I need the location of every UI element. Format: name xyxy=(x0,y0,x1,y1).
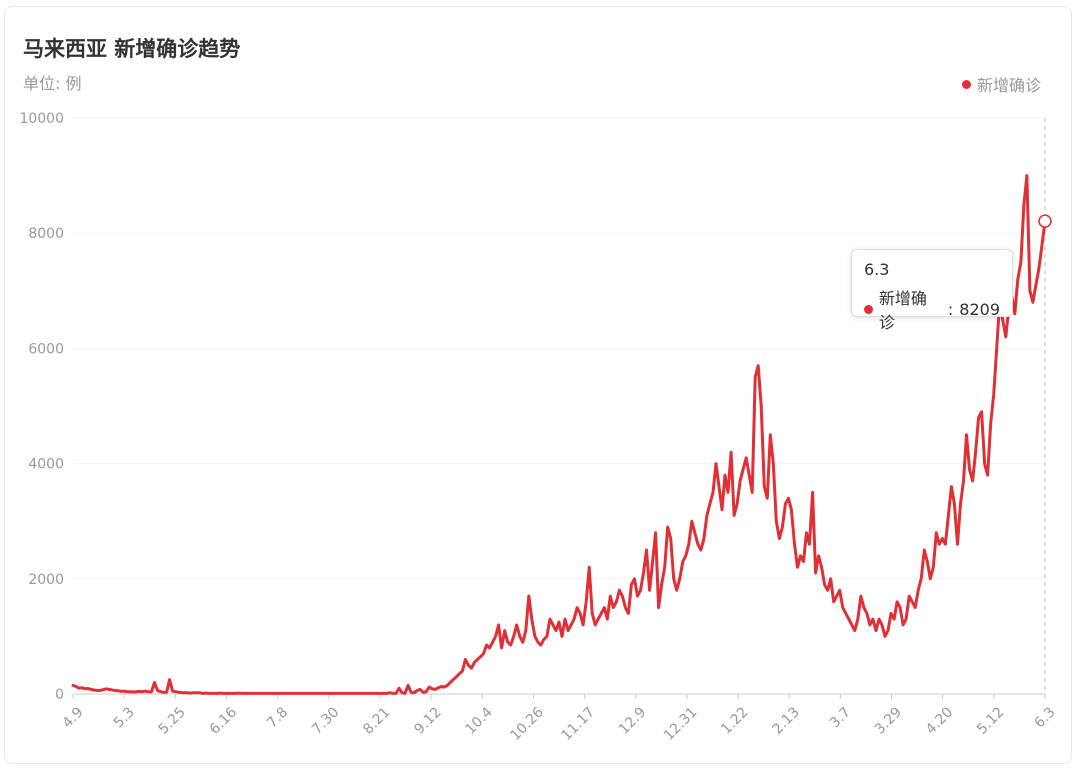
x-tick-label: 4.20 xyxy=(923,704,956,737)
y-tick-label: 4000 xyxy=(28,457,64,473)
y-axis: 0 2000 4000 6000 8000 10000 xyxy=(19,111,64,703)
tooltip-row: 新增确诊: 8209 xyxy=(864,285,1000,333)
tooltip-value: 8209 xyxy=(959,299,1000,319)
tooltip-date: 6.3 xyxy=(864,260,890,279)
x-tick-label: 1.22 xyxy=(718,704,751,737)
y-tick-label: 2000 xyxy=(28,572,64,588)
x-tick-label: 5.25 xyxy=(156,704,189,737)
x-tick-label: 2.13 xyxy=(769,704,802,737)
y-tick-label: 6000 xyxy=(28,341,64,357)
chart-card: 马来西亚 新增确诊趋势 单位: 例 新增确诊 xyxy=(4,6,1072,764)
x-tick-label: 6.3 xyxy=(1032,704,1059,731)
tooltip-separator: : xyxy=(947,299,954,319)
y-tick-label: 8000 xyxy=(28,226,64,242)
y-tick-label: 10000 xyxy=(19,111,64,127)
x-tick-label: 3.7 xyxy=(827,704,854,731)
tooltip-marker xyxy=(864,304,873,314)
x-tick-label: 5.3 xyxy=(111,704,138,731)
y-tick-label: 0 xyxy=(55,687,64,703)
x-tick-label: 12.9 xyxy=(616,704,649,737)
tooltip-series-label: 新增确诊 xyxy=(878,289,927,332)
x-tick-label: 5.12 xyxy=(974,704,1007,737)
x-tick-label: 11.17 xyxy=(559,704,599,744)
tooltip: 6.3 新增确诊: 8209 xyxy=(851,249,1013,332)
x-tick-label: 10.26 xyxy=(507,704,547,744)
legend-marker xyxy=(961,79,971,89)
x-tick-label: 8.21 xyxy=(360,704,393,737)
x-tick-label: 12.31 xyxy=(661,704,701,744)
x-tick-label: 9.12 xyxy=(411,704,444,737)
x-tick-label: 4.9 xyxy=(60,704,87,731)
x-axis: 4.9 5.3 5.25 6.16 7.8 7.30 8.21 9.12 10.4 10.26 11… xyxy=(60,694,1059,744)
x-tick-label: 7.30 xyxy=(309,704,342,737)
legend-label: 新增确诊 xyxy=(976,76,1041,95)
x-tick-label: 6.16 xyxy=(207,704,240,737)
chart-subtitle: 单位: 例 xyxy=(23,74,82,93)
x-tick-label: 10.4 xyxy=(463,704,496,737)
chart-title: 马来西亚 新增确诊趋势 xyxy=(23,37,241,61)
x-tick-label: 7.8 xyxy=(264,704,291,731)
legend[interactable]: 新增确诊 xyxy=(961,72,1041,96)
series-line-new-cases[interactable] xyxy=(71,174,1047,695)
hover-data-point[interactable] xyxy=(1038,214,1052,228)
x-tick-label: 3.29 xyxy=(872,704,905,737)
